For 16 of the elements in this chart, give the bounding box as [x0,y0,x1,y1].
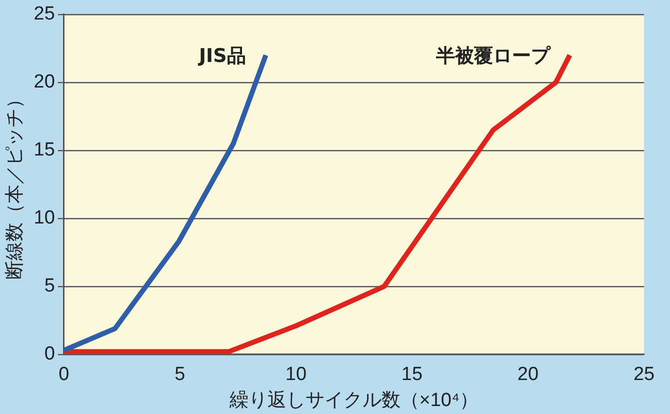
series-label: 半被覆ロープ [434,45,551,68]
x-tick-label: 10 [285,364,307,386]
x-tick-label: 25 [633,364,655,386]
x-tick-label: 5 [174,364,186,386]
x-tick-label: 20 [517,364,539,386]
y-tick-label: 25 [34,4,55,25]
series-label: JIS品 [196,45,246,68]
y-tick-label: 0 [44,344,55,365]
y-axis-title: 断線数（本／ピッチ） [4,89,26,280]
x-tick-label: 0 [58,364,70,386]
y-tick-label: 15 [34,140,55,161]
y-tick-label: 20 [34,72,55,93]
y-tick-label: 10 [34,208,55,229]
y-tick-label: 5 [44,276,55,297]
x-axis-title: 繰り返しサイクル数（×10⁴） [228,390,479,411]
x-tick-label: 15 [401,364,423,386]
